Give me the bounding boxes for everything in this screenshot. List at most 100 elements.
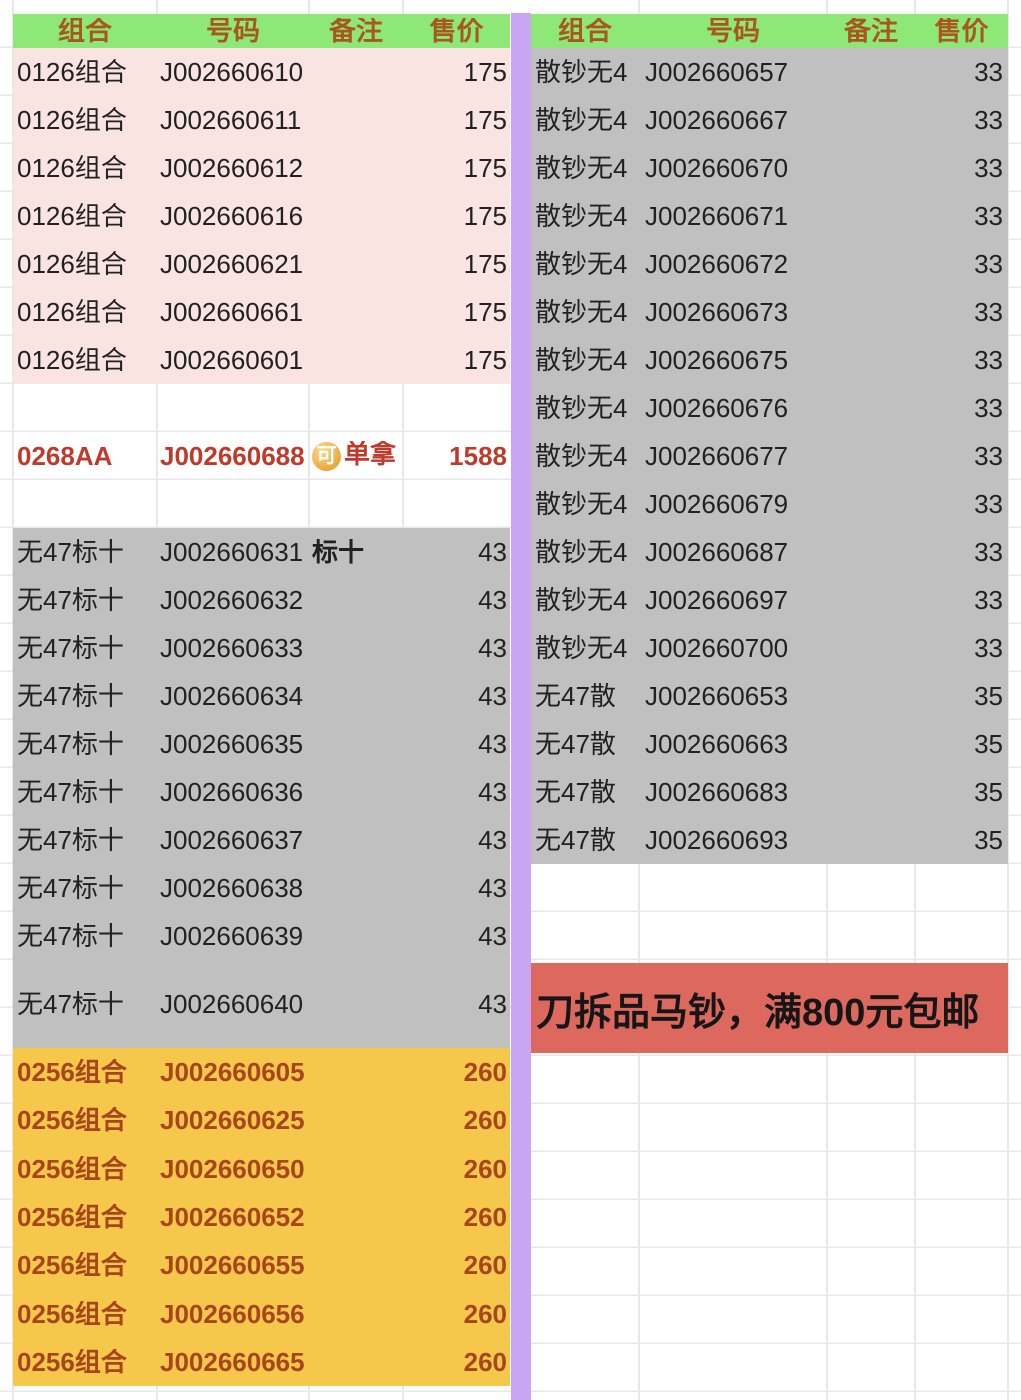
price-cell: 175 — [463, 203, 507, 229]
table-row: 无47标十 J002660635 43 — [13, 720, 510, 768]
combo-cell: 无47标十 — [17, 923, 124, 949]
price-cell: 43 — [478, 539, 507, 565]
header-combo: 组合 — [58, 17, 112, 45]
circle-ke-badge-icon: 可 — [312, 441, 341, 471]
number-cell: J002660601 — [160, 347, 304, 373]
combo-cell: 0256组合 — [17, 1348, 127, 1375]
combo-cell: 无47散 — [535, 731, 616, 757]
table-row: 无47散 J002660663 35 — [531, 720, 1008, 768]
number-cell: J002660650 — [160, 1155, 305, 1182]
section-wu47-biaoshi: 无47标十 J002660631 标十 43 无47标十 J002660632 43 无47标… — [13, 528, 510, 1048]
combo-cell: 散钞无4 — [535, 251, 628, 277]
price-cell: 33 — [974, 59, 1003, 85]
table-row: 0256组合 J002660655 260 — [13, 1241, 510, 1290]
price-cell: 35 — [974, 827, 1003, 853]
header-combo: 组合 — [558, 17, 612, 45]
number-cell: J002660637 — [160, 827, 304, 853]
combo-cell: 0126组合 — [17, 107, 127, 133]
combo-cell: 无47标十 — [17, 587, 124, 613]
combo-cell: 散钞无4 — [535, 395, 628, 421]
table-row: 0126组合 J002660616 175 — [13, 192, 510, 240]
table-row: 散钞无4 J002660687 33 — [531, 528, 1008, 576]
table-row: 无47散 J002660683 35 — [531, 768, 1008, 816]
price-cell: 260 — [463, 1155, 507, 1182]
table-row: 无47标十 J002660639 43 — [13, 912, 510, 960]
table-row: 散钞无4 J002660671 33 — [531, 192, 1008, 240]
price-cell: 33 — [974, 203, 1003, 229]
combo-cell: 散钞无4 — [535, 539, 628, 565]
number-cell: J002660605 — [160, 1059, 305, 1086]
table-row: 0268AA J002660688 可单拿 1588 — [13, 432, 510, 480]
price-cell: 35 — [974, 779, 1003, 805]
price-cell: 43 — [478, 683, 507, 709]
number-cell: J002660657 — [645, 59, 789, 85]
section-0256-combo: 0256组合 J002660605 260 0256组合 J002660625 260 02… — [13, 1048, 510, 1387]
number-cell: J002660697 — [645, 587, 789, 613]
number-cell: J002660693 — [645, 827, 789, 853]
table-row: 0126组合 J002660611 175 — [13, 96, 510, 144]
table-row: 0256组合 J002660665 260 — [13, 1337, 510, 1387]
empty-row — [13, 384, 510, 432]
right-price-table: 组合 号码 备注 售价 散钞无4 J002660657 33 散钞无4 J0026606… — [531, 14, 1008, 864]
price-cell: 43 — [478, 731, 507, 757]
price-cell: 35 — [974, 683, 1003, 709]
combo-cell: 散钞无4 — [535, 299, 628, 325]
price-cell: 260 — [463, 1252, 507, 1279]
price-cell: 33 — [974, 299, 1003, 325]
combo-cell: 0268AA — [17, 443, 113, 469]
header-note: 备注 — [844, 17, 898, 45]
section-0126-combo: 0126组合 J002660610 175 0126组合 J002660611 175 01… — [13, 48, 510, 384]
price-cell: 33 — [974, 587, 1003, 613]
table-row: 0126组合 J002660610 175 — [13, 48, 510, 96]
column-divider — [511, 13, 531, 1400]
table-row: 无47标十 J002660637 43 — [13, 816, 510, 864]
table-row: 散钞无4 J002660675 33 — [531, 336, 1008, 384]
price-cell: 260 — [463, 1348, 507, 1375]
left-table-header: 组合 号码 备注 售价 — [13, 14, 510, 48]
header-price: 售价 — [934, 17, 989, 45]
header-number: 号码 — [706, 17, 760, 45]
number-cell: J002660665 — [160, 1348, 305, 1375]
combo-cell: 散钞无4 — [535, 491, 628, 517]
number-cell: J002660612 — [160, 155, 304, 181]
table-row: 无47标十 J002660633 43 — [13, 624, 510, 672]
table-row: 无47标十 J002660640 43 — [13, 960, 510, 1048]
price-cell: 1588 — [449, 443, 507, 469]
shipping-banner: 刀拆品马钞，满800元包邮 — [530, 963, 1008, 1053]
table-row: 0256组合 J002660625 260 — [13, 1096, 510, 1145]
price-cell: 33 — [974, 395, 1003, 421]
section-sanchao: 散钞无4 J002660657 33 散钞无4 J002660667 33 散钞无4 J002… — [531, 48, 1008, 864]
combo-cell: 无47散 — [535, 779, 616, 805]
table-row: 散钞无4 J002660673 33 — [531, 288, 1008, 336]
price-cell: 43 — [478, 875, 507, 901]
combo-cell: 0126组合 — [17, 299, 127, 325]
combo-cell: 散钞无4 — [535, 587, 628, 613]
gridline-vertical — [12, 0, 14, 1400]
number-cell: J002660675 — [645, 347, 789, 373]
number-cell: J002660625 — [160, 1107, 305, 1134]
price-cell: 43 — [478, 827, 507, 853]
number-cell: J002660640 — [160, 991, 304, 1017]
combo-cell: 0126组合 — [17, 59, 127, 85]
number-cell: J002660653 — [645, 683, 789, 709]
number-cell: J002660683 — [645, 779, 789, 805]
combo-cell: 散钞无4 — [535, 443, 628, 469]
table-row: 散钞无4 J002660700 33 — [531, 624, 1008, 672]
shipping-banner-text: 刀拆品马钞，满800元包邮 — [536, 991, 980, 1034]
number-cell: J002660655 — [160, 1252, 305, 1279]
price-cell: 33 — [974, 251, 1003, 277]
combo-cell: 无47散 — [535, 827, 616, 853]
number-cell: J002660688 — [160, 443, 305, 469]
table-row: 散钞无4 J002660677 33 — [531, 432, 1008, 480]
number-cell: J002660633 — [160, 635, 304, 661]
number-cell: J002660636 — [160, 779, 304, 805]
combo-cell: 无47标十 — [17, 539, 124, 565]
price-cell: 175 — [463, 347, 507, 373]
combo-cell: 无47散 — [535, 683, 616, 709]
header-price: 售价 — [429, 17, 484, 45]
price-cell: 33 — [974, 491, 1003, 517]
price-cell: 33 — [974, 635, 1003, 661]
combo-cell: 0256组合 — [17, 1155, 127, 1182]
price-cell: 35 — [974, 731, 1003, 757]
